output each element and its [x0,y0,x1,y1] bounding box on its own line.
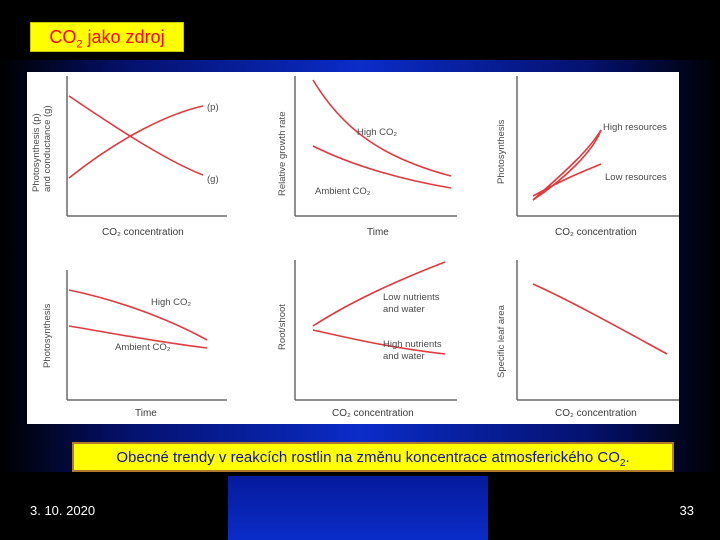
p1-curve-p-label: (p) [207,102,219,113]
p1-curve-g-label: (g) [207,174,219,185]
p3-curve-high [532,129,602,201]
p4-curve-high [68,289,208,341]
p5-xlabel: CO₂ concentration [332,408,414,419]
figure-panel-grid: Photosynthesis (p) and conductance (g) C… [27,72,679,424]
slide-page-number: 33 [679,503,694,518]
panel-photosynthesis-conductance: Photosynthesis (p) and conductance (g) C… [31,76,227,238]
p5-curve-high-label-2: and water [383,351,425,362]
p5-curve-low-label-1: Low nutrients [383,292,440,303]
p5-curve-high [312,329,446,355]
panel-root-shoot: Root/shoot CO₂ concentration Low nutrien… [277,260,457,419]
figure-caption: Obecné trendy v reakcích rostlin na změn… [72,442,674,472]
panel-photosynthesis-time: Photosynthesis Time High CO₂ Ambient CO₂ [42,270,227,419]
p3-curve-low-label: Low resources [605,172,667,183]
p4-curve-ambient [68,325,208,349]
p2-curve-high [312,79,452,177]
figure-svg: Photosynthesis (p) and conductance (g) C… [31,76,679,419]
p4-curve-ambient-label: Ambient CO₂ [115,342,171,353]
slide-date: 3. 10. 2020 [30,503,96,518]
p4-curve-high-label: High CO₂ [151,297,191,308]
p2-xlabel: Time [367,227,389,238]
p2-curve-high-label: High CO₂ [357,127,397,138]
p3-curve-low [532,163,602,197]
p2-curve-ambient-label: Ambient CO₂ [315,186,371,197]
p1-ylabel-line1: Photosynthesis (p) [31,113,42,192]
slide-title: CO2 jako zdroj [30,22,184,52]
p4-xlabel: Time [135,408,157,419]
panel-photosynthesis-resources: Photosynthesis CO₂ concentration High re… [496,76,679,238]
panel-specific-leaf-area: Specific leaf area CO₂ concentration [496,260,679,419]
p6-ylabel: Specific leaf area [496,304,507,378]
panel-relative-growth-rate: Relative growth rate Time High CO₂ Ambie… [277,76,457,238]
p3-ylabel: Photosynthesis [496,119,507,184]
p6-xlabel: CO₂ concentration [555,408,637,419]
p3-curve-high-label: High resources [603,122,667,133]
p1-curve-g [68,95,204,176]
p2-ylabel: Relative growth rate [277,112,288,196]
p3-curve-high-lower [532,129,602,201]
p5-ylabel: Root/shoot [277,304,288,350]
slide-footer-accent [228,476,488,540]
p5-curve-low [312,261,446,327]
p4-ylabel: Photosynthesis [42,303,53,368]
p6-curve [532,283,668,355]
p5-curve-low-label-2: and water [383,304,425,315]
p3-xlabel: CO₂ concentration [555,227,637,238]
p2-curve-ambient [312,145,452,189]
p1-xlabel: CO₂ concentration [102,227,184,238]
p1-curve-p [68,105,204,179]
p1-ylabel-line2: and conductance (g) [42,105,53,192]
p5-curve-high-label-1: High nutrients [383,339,442,350]
